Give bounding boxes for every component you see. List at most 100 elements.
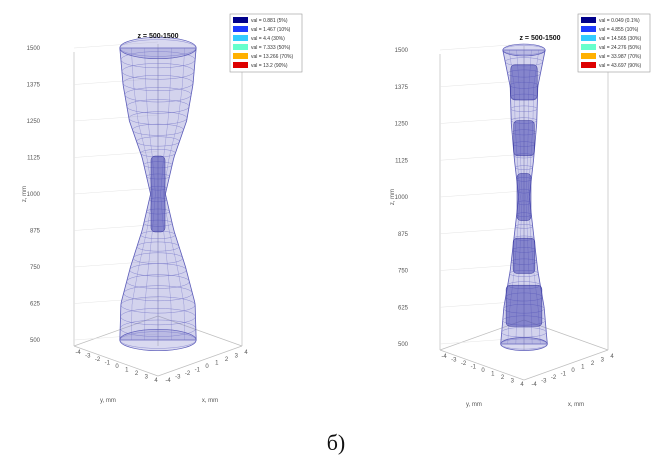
z-grid-line bbox=[73, 114, 159, 122]
z-tick-label: 1375 bbox=[27, 83, 41, 89]
x-tick-label: 2 bbox=[225, 357, 229, 363]
x-tick-label: 0 bbox=[205, 364, 209, 370]
z-grid-line bbox=[73, 333, 159, 341]
legend-label: val = 7.333 (50%) bbox=[251, 45, 291, 51]
z-grid-line bbox=[439, 227, 525, 234]
legend-swatch bbox=[581, 35, 596, 41]
x-tick-label: -4 bbox=[531, 382, 537, 388]
isosurface-cap bbox=[500, 337, 548, 351]
axis-frame-line bbox=[439, 349, 525, 381]
legend-label: val = 14.565 (30%) bbox=[599, 36, 641, 42]
y-tick-label: -4 bbox=[75, 350, 81, 356]
axis-frame-line bbox=[157, 345, 243, 377]
z-tick-label: 750 bbox=[398, 269, 409, 275]
z-grid-line bbox=[73, 260, 159, 268]
x-tick-label: 3 bbox=[235, 354, 239, 360]
legend-swatch bbox=[581, 26, 596, 32]
x-tick-label: -1 bbox=[561, 372, 567, 378]
legend-swatch bbox=[233, 26, 248, 32]
y-tick-label: 1 bbox=[125, 368, 129, 374]
y-tick-label: 2 bbox=[135, 371, 139, 377]
legend-label: val = 33.987 (70%) bbox=[599, 54, 641, 60]
x-tick-label: 0 bbox=[571, 368, 575, 374]
z-tick-label: 500 bbox=[30, 338, 41, 344]
z-tick-label: 625 bbox=[398, 305, 409, 311]
z-tick-label: 875 bbox=[30, 229, 41, 235]
isosurface-core bbox=[512, 237, 536, 274]
y-tick-label: 4 bbox=[520, 382, 524, 388]
isosurface-cap bbox=[119, 328, 197, 352]
y-tick-label: 3 bbox=[145, 375, 149, 381]
isosurface-core bbox=[516, 173, 532, 221]
axis-frame-line bbox=[157, 315, 243, 347]
z-grid-line bbox=[439, 43, 525, 51]
y-axis-label: y, mm bbox=[466, 402, 482, 408]
legend-label: val = 24.276 (50%) bbox=[599, 45, 641, 51]
legend-swatch bbox=[581, 17, 596, 23]
y-axis-label: y, mm bbox=[100, 398, 116, 404]
x-tick-label: -2 bbox=[551, 375, 557, 381]
legend-label: val = 13.2 (90%) bbox=[251, 63, 288, 69]
legend-label: val = 4.4 (30%) bbox=[251, 36, 285, 42]
x-tick-label: -4 bbox=[165, 378, 171, 384]
z-tick-label: 625 bbox=[30, 302, 41, 308]
z-grid-line bbox=[73, 78, 159, 85]
z-tick-label: 1250 bbox=[395, 122, 409, 128]
legend-label: val = 1.467 (10%) bbox=[251, 27, 291, 33]
y-tick-label: 0 bbox=[481, 368, 485, 374]
legend-swatch bbox=[233, 35, 248, 41]
y-tick-label: -4 bbox=[441, 354, 447, 360]
z-grid-line bbox=[73, 151, 159, 158]
y-tick-label: -1 bbox=[471, 365, 477, 371]
legend-label: val = 43.697 (90%) bbox=[599, 63, 641, 69]
z-tick-label: 1125 bbox=[27, 156, 41, 162]
z-grid-line bbox=[73, 187, 159, 195]
x-tick-label: 4 bbox=[244, 350, 248, 356]
legend-swatch bbox=[233, 62, 248, 68]
isosurface-core bbox=[150, 155, 166, 233]
z-grid-line bbox=[439, 190, 525, 198]
z-tick-label: 1500 bbox=[395, 48, 409, 54]
axis-frame-line bbox=[73, 345, 159, 377]
legend-swatch bbox=[581, 53, 596, 59]
z-grid-line bbox=[73, 297, 159, 304]
legend-swatch bbox=[233, 17, 248, 23]
y-tick-label: -2 bbox=[461, 361, 467, 367]
x-tick-label: 1 bbox=[215, 361, 219, 367]
isosurface-core bbox=[510, 64, 538, 101]
z-axis-label: z, mm bbox=[22, 186, 28, 202]
isosurface-core bbox=[505, 284, 543, 327]
legend-swatch bbox=[233, 44, 248, 50]
legend-swatch bbox=[581, 62, 596, 68]
isosurface-core bbox=[513, 120, 535, 157]
z-tick-label: 1375 bbox=[395, 85, 409, 91]
x-tick-label: -2 bbox=[185, 371, 191, 377]
isosurface-cap bbox=[119, 36, 197, 60]
x-tick-label: -3 bbox=[175, 375, 181, 381]
x-tick-label: 4 bbox=[610, 354, 614, 360]
legend-label: val = 13.266 (70%) bbox=[251, 54, 293, 60]
y-tick-label: 0 bbox=[115, 364, 119, 370]
z-tick-label: 1500 bbox=[27, 46, 41, 52]
x-tick-label: 1 bbox=[581, 365, 585, 371]
z-tick-label: 1000 bbox=[27, 192, 41, 198]
y-tick-label: -3 bbox=[85, 354, 91, 360]
y-tick-label: 1 bbox=[491, 372, 495, 378]
z-grid-line bbox=[439, 117, 525, 124]
legend-label: val = 0.881 (5%) bbox=[251, 18, 288, 24]
y-tick-label: 3 bbox=[511, 379, 515, 385]
chart-title: z = 500-1500 bbox=[519, 35, 560, 42]
x-tick-label: 3 bbox=[601, 358, 605, 364]
legend-label: val = 4.855 (10%) bbox=[599, 27, 639, 33]
legend-swatch bbox=[581, 44, 596, 50]
z-tick-label: 1000 bbox=[395, 195, 409, 201]
legend-label: val = 0.049 (0.1%) bbox=[599, 18, 640, 24]
x-axis-label: x, mm bbox=[568, 402, 584, 408]
legend-swatch bbox=[233, 53, 248, 59]
z-tick-label: 875 bbox=[398, 232, 409, 238]
x-tick-label: -3 bbox=[541, 379, 547, 385]
